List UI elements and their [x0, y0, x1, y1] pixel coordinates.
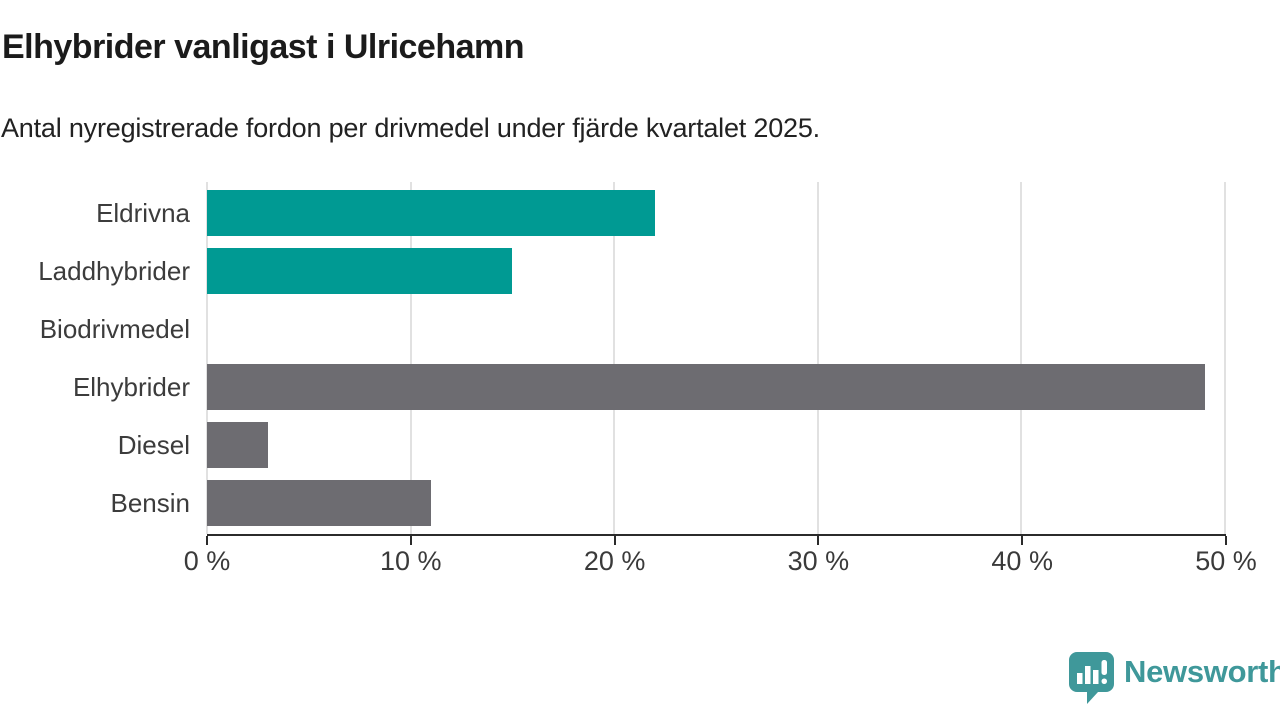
x-axis: 0 % 10 % 20 % 30 % 40 % 50 % — [184, 534, 1257, 594]
gridline — [1020, 182, 1023, 534]
y-tick-label: Bensin — [110, 488, 191, 518]
x-tick-label: 50 % — [1195, 546, 1257, 576]
bar-laddhybrider — [207, 248, 513, 294]
plot-area — [206, 182, 1226, 534]
x-tick-label: 0 % — [183, 546, 231, 576]
x-tick-mark — [817, 536, 820, 545]
bar-eldrivna — [207, 190, 655, 236]
x-tick-mark — [1225, 536, 1227, 545]
y-tick-label: Eldrivna — [96, 198, 190, 228]
x-tick-mark — [206, 536, 208, 545]
x-tick-label: 20 % — [583, 546, 646, 576]
brand-logo: Newsworthy — [1068, 651, 1280, 705]
y-tick-label: Biodrivmedel — [39, 314, 190, 344]
gridline — [206, 182, 208, 534]
y-tick-label: Elhybrider — [72, 372, 190, 402]
gridline — [409, 182, 412, 534]
x-tick-mark — [613, 536, 616, 545]
bar-bensin — [207, 480, 431, 526]
y-axis-labels: Eldrivna Laddhybrider Biodrivmedel Elhybrid… — [0, 182, 190, 534]
x-tick-mark — [409, 536, 412, 545]
gridline — [816, 182, 819, 534]
newsworthy-logo-icon — [1069, 652, 1114, 704]
x-axis-line — [207, 534, 1226, 536]
brand-name: Newsworthy — [1124, 654, 1280, 689]
bar-elhybrider — [207, 364, 1205, 410]
gridline — [613, 182, 616, 534]
y-tick-label: Laddhybrider — [38, 256, 190, 286]
chart-subtitle: Antal nyregistrerade fordon per drivmede… — [1, 113, 820, 143]
x-tick-label: 30 % — [787, 546, 850, 576]
x-tick-mark — [1021, 536, 1024, 545]
chart-title: Elhybrider vanligast i Ulricehamn — [2, 28, 525, 66]
bar-diesel — [207, 422, 269, 468]
y-tick-label: Diesel — [117, 430, 190, 460]
gridline — [1224, 182, 1226, 534]
x-tick-label: 10 % — [380, 546, 442, 576]
x-tick-label: 40 % — [991, 546, 1053, 576]
